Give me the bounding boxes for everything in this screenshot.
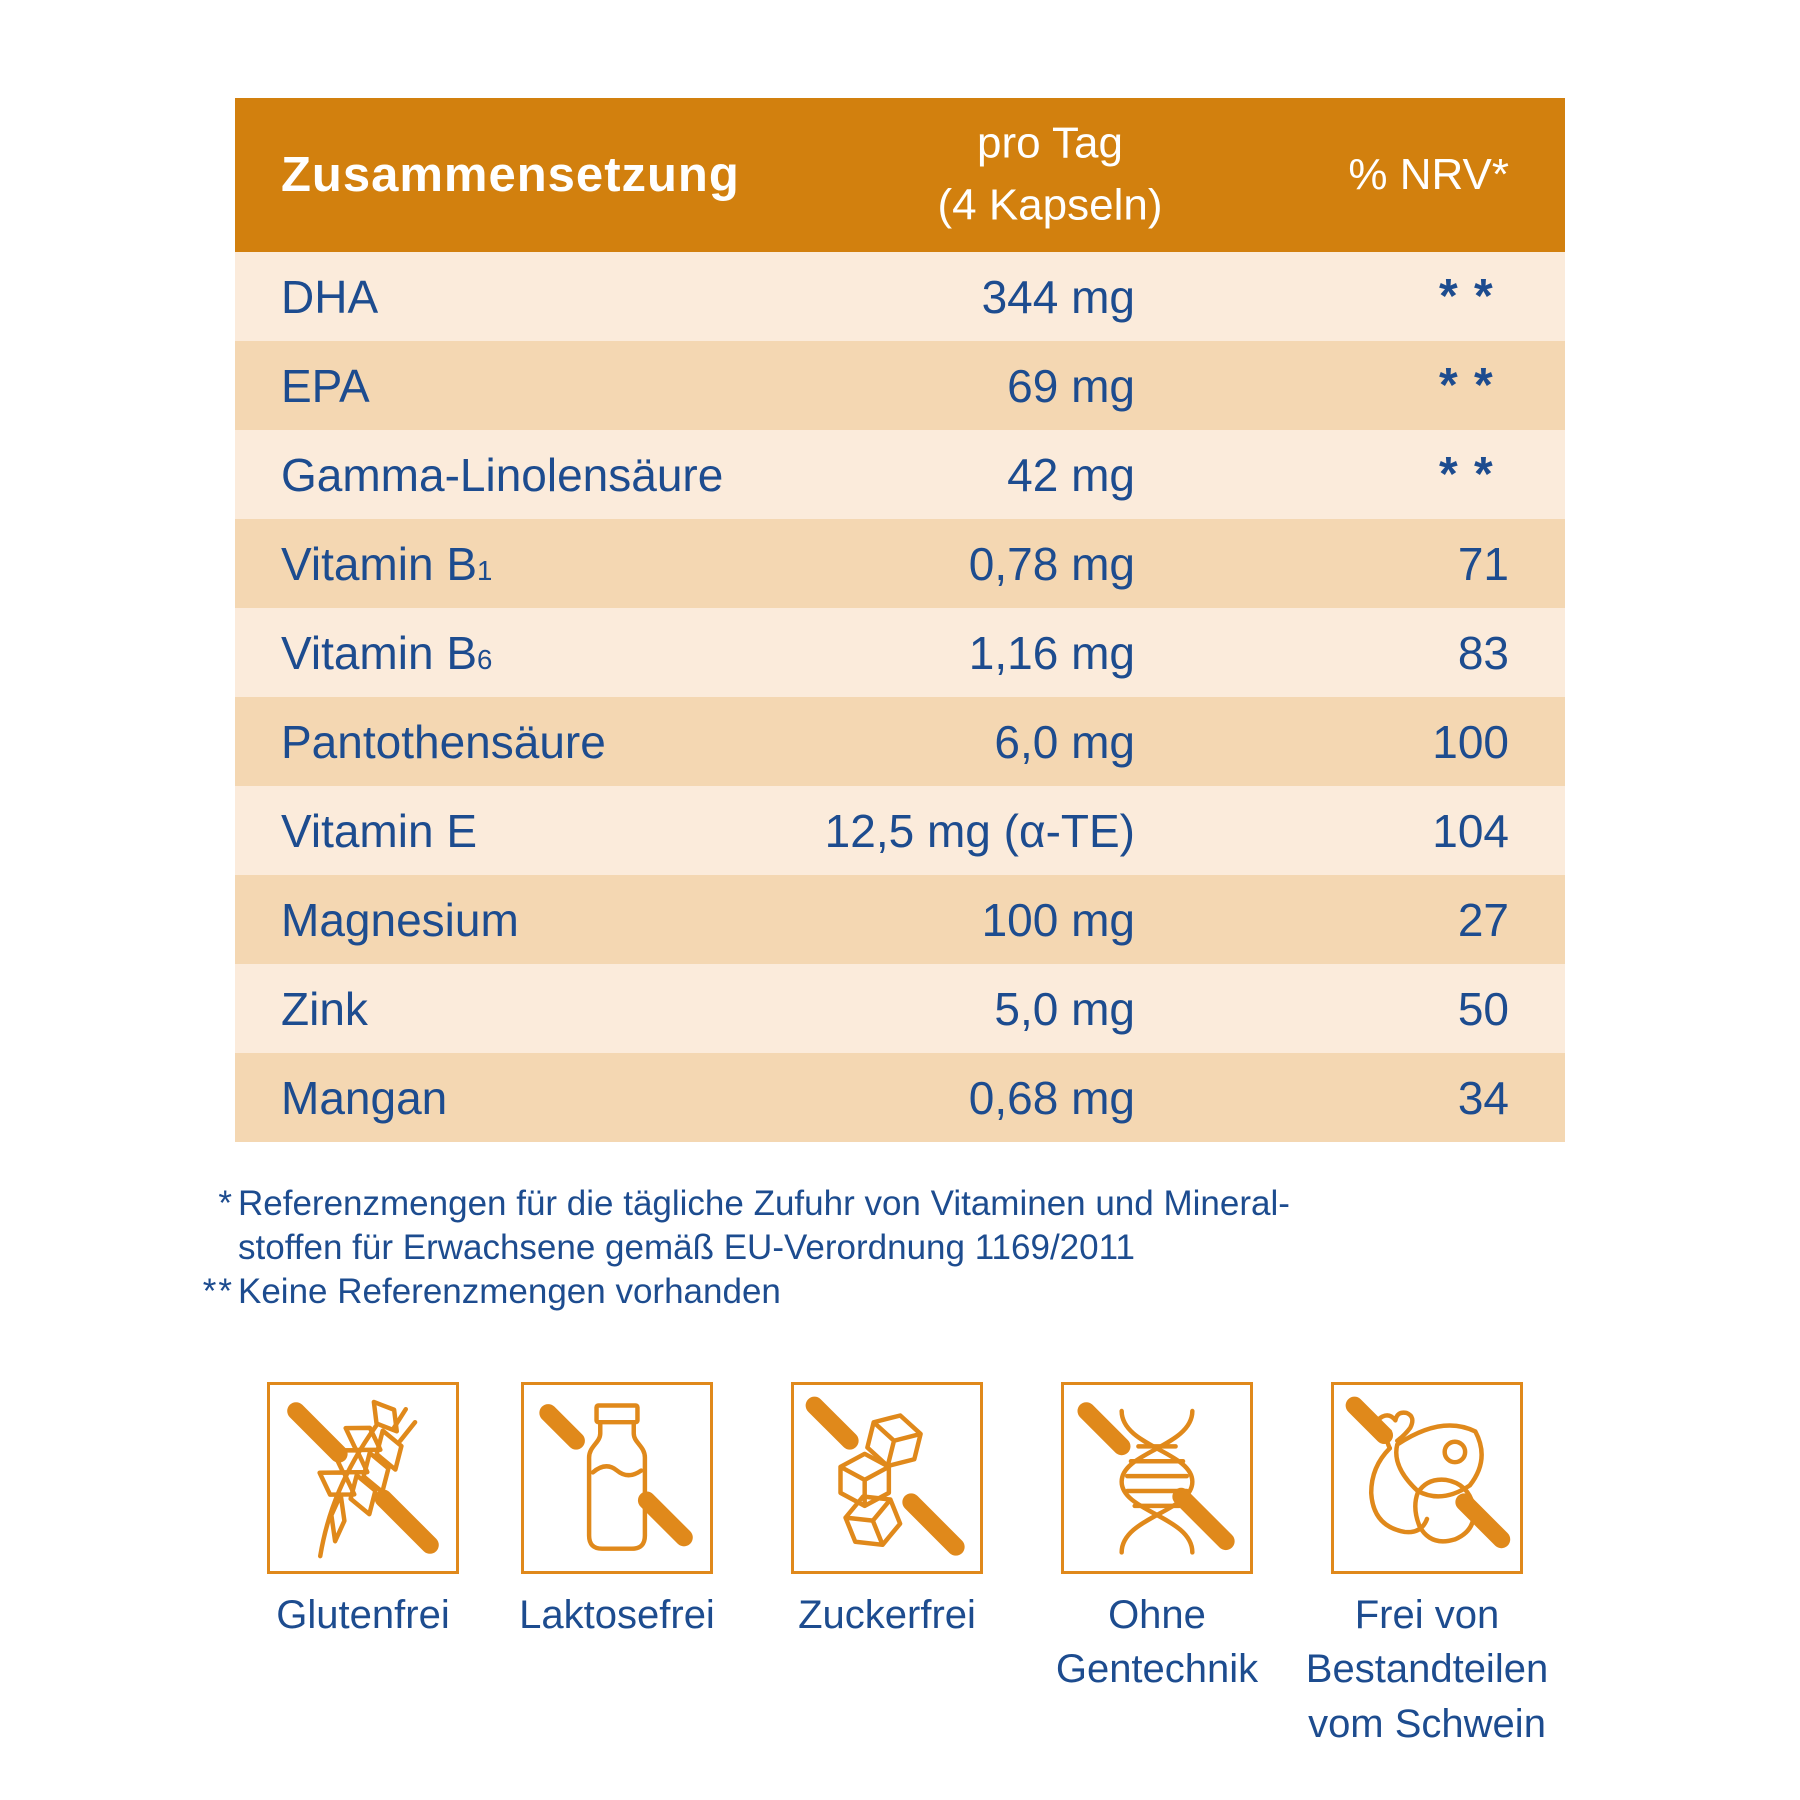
- nutrient-amount: 5,0 mg: [994, 982, 1135, 1035]
- nutrient-name: Mangan: [281, 1071, 448, 1124]
- nutrient-amount: 69 mg: [1007, 359, 1135, 412]
- nutrient-nrv: **: [1439, 448, 1509, 501]
- badge-lactose-free: [521, 1382, 713, 1574]
- table-row: Mangan 0,68 mg 34: [235, 1053, 1565, 1142]
- badge-label-ohne-gentechnik: Ohne Gentechnik: [1055, 1593, 1259, 1692]
- table-row: Zink 5,0 mg 50: [235, 964, 1565, 1053]
- nutrient-amount: 0,78 mg: [968, 537, 1135, 590]
- composition-table: Zusammensetzung pro Tag (4 Kapseln) % NR…: [235, 98, 1565, 1142]
- nutrient-name: Gamma-Linolensäure: [281, 448, 724, 501]
- footnotes: * Referenzmengen für die tägliche Zufuhr…: [186, 1182, 1290, 1314]
- nutrient-nrv: 34: [1457, 1071, 1509, 1124]
- table-header: Zusammensetzung pro Tag (4 Kapseln) % NR…: [235, 98, 1565, 252]
- nutrient-amount: 0,68 mg: [968, 1071, 1135, 1124]
- table-row: Vitamin E 12,5 mg (α-TE) 104: [235, 786, 1565, 875]
- nutrient-nrv: 50: [1457, 982, 1509, 1035]
- dna-crossed-icon: [1077, 1402, 1235, 1555]
- table-body: DHA 344 mg ** EPA 69 mg ** Gamma-Linolen…: [235, 252, 1565, 1142]
- table-row: Gamma-Linolensäure 42 mg **: [235, 430, 1565, 519]
- table-row: Magnesium 100 mg 27: [235, 875, 1565, 964]
- nutrient-name: DHA: [281, 270, 379, 323]
- badge-pork-free: [1331, 1382, 1523, 1574]
- header-per-day-line2: (4 Kapseln): [937, 181, 1163, 230]
- sugar-cubes-crossed-icon: [805, 1396, 965, 1556]
- footnote-marker: *: [218, 1184, 234, 1223]
- table-row: Pantothensäure 6,0 mg 100: [235, 697, 1565, 786]
- nutrient-nrv: 100: [1432, 715, 1509, 768]
- nutrient-name: EPA: [281, 359, 370, 412]
- badge-gluten-free: [267, 1382, 459, 1574]
- nutrient-nrv: 27: [1457, 893, 1509, 946]
- table-row: Vitamin B6 1,16 mg 83: [235, 608, 1565, 697]
- nutrient-name: Magnesium: [281, 893, 519, 946]
- nutrient-amount: 1,16 mg: [968, 626, 1135, 679]
- nutrient-nrv: **: [1439, 270, 1509, 323]
- header-nrv: % NRV*: [1348, 150, 1509, 199]
- table-row: Vitamin B1 0,78 mg 71: [235, 519, 1565, 608]
- table-row: EPA 69 mg **: [235, 341, 1565, 430]
- badge-label-laktosefrei: Laktosefrei: [519, 1593, 715, 1637]
- nutrient-amount: 344 mg: [981, 270, 1135, 323]
- nutrient-amount: 42 mg: [1007, 448, 1135, 501]
- nutrient-name: Vitamin B6: [281, 626, 493, 679]
- footnote-nrv-reference: * Referenzmengen für die tägliche Zufuhr…: [186, 1182, 1290, 1270]
- nutrient-nrv: 83: [1457, 626, 1509, 679]
- nutrient-name: Vitamin E: [281, 804, 478, 857]
- nutrient-amount: 100 mg: [981, 893, 1135, 946]
- badge-label-glutenfrei: Glutenfrei: [276, 1593, 450, 1637]
- header-per-day-line1: pro Tag: [977, 118, 1123, 168]
- badge-gmo-free: [1061, 1382, 1253, 1574]
- footnote-text: Keine Referenzmengen vorhanden: [238, 1272, 781, 1312]
- header-per-day: pro Tag (4 Kapseln): [835, 113, 1265, 238]
- pork-crossed-icon: [1345, 1396, 1511, 1549]
- header-composition: Zusammensetzung: [281, 148, 740, 202]
- nutrient-name: Zink: [281, 982, 368, 1035]
- nutrient-name: Pantothensäure: [281, 715, 606, 768]
- badge-sugar-free: [791, 1382, 983, 1574]
- footnote-marker: **: [202, 1272, 234, 1312]
- nutrient-amount: 12,5 mg (α-TE): [824, 804, 1135, 857]
- footnote-no-reference: ** Keine Referenzmengen vorhanden: [186, 1270, 1290, 1314]
- nutrient-nrv: **: [1439, 359, 1509, 412]
- table-row: DHA 344 mg **: [235, 252, 1565, 341]
- milk-bottle-crossed-icon: [539, 1403, 693, 1551]
- wheat-crossed-icon: [287, 1399, 439, 1559]
- nutrient-nrv: 104: [1432, 804, 1509, 857]
- badge-label-zuckerfrei: Zuckerfrei: [798, 1593, 976, 1637]
- footnote-text: Referenzmengen für die tägliche Zufuhr v…: [238, 1184, 1290, 1268]
- badge-label-frei-von-schwein: Frei von Bestandteilen vom Schwein: [1305, 1593, 1549, 1746]
- nutrient-name: Vitamin B1: [281, 537, 493, 590]
- nutrient-nrv: 71: [1457, 537, 1509, 590]
- nutrient-amount: 6,0 mg: [994, 715, 1135, 768]
